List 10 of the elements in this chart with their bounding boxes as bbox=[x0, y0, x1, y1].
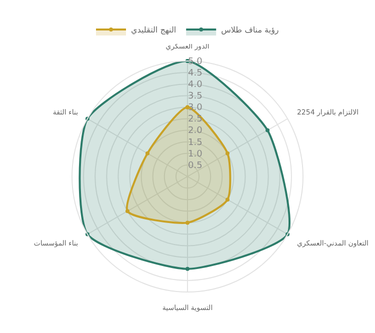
y-tick-label: 3.5 bbox=[188, 92, 202, 102]
y-tick-label: 1.5 bbox=[188, 138, 202, 148]
y-tick-label: 4.5 bbox=[188, 68, 202, 78]
legend-label: النهج التقليدي bbox=[131, 26, 176, 35]
y-tick-label: 4.0 bbox=[188, 80, 203, 90]
y-tick-label: 1.0 bbox=[188, 149, 203, 160]
y-tick-label: 2.5 bbox=[188, 114, 202, 125]
legend-label: رؤية مناف طلاس bbox=[221, 26, 279, 35]
y-tick-label: 0.5 bbox=[188, 160, 202, 171]
y-tick-label: 2.0 bbox=[188, 126, 203, 136]
